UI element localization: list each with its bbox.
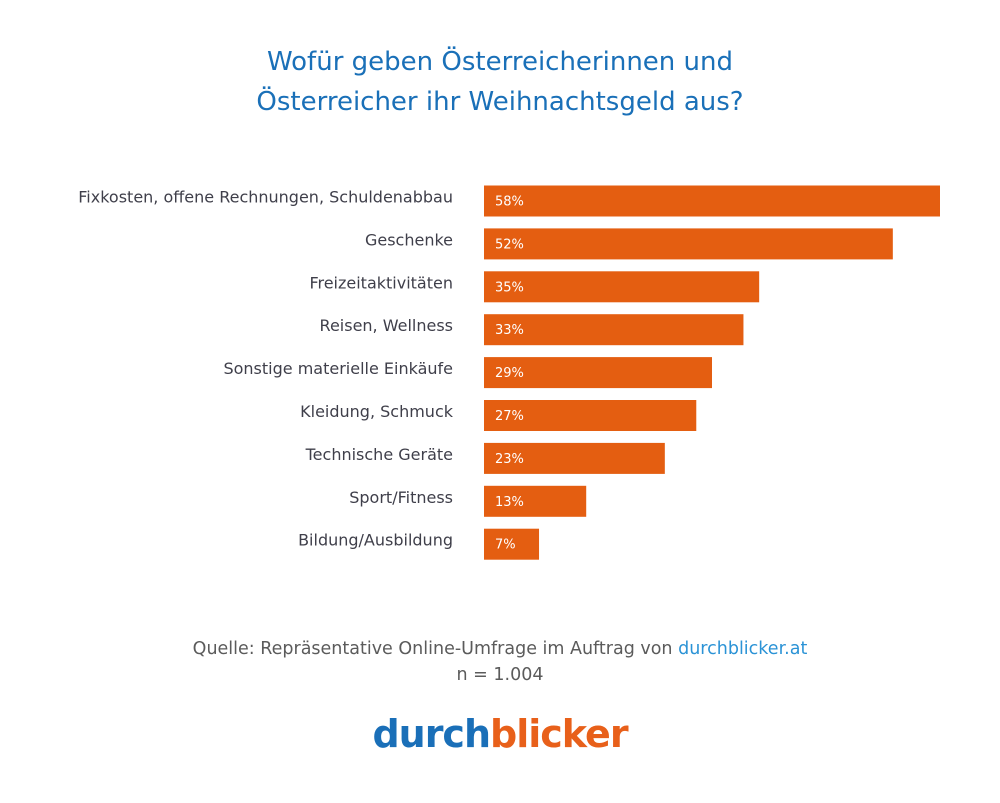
bar: [484, 314, 744, 346]
bar-value-label: 13%: [495, 495, 524, 510]
chart-title: Wofür geben Österreicherinnen und Österr…: [0, 42, 1000, 122]
category-label: Fixkosten, offene Rechnungen, Schuldenab…: [78, 188, 453, 207]
category-label: Geschenke: [365, 230, 453, 249]
bar-value-label: 23%: [495, 452, 524, 467]
category-label: Bildung/Ausbildung: [298, 531, 453, 550]
source-note: Quelle: Repräsentative Online-Umfrage im…: [0, 636, 1000, 688]
bar-value-label: 33%: [495, 323, 524, 338]
category-label: Sonstige materielle Einkäufe: [223, 359, 453, 378]
sample-size: n = 1.004: [456, 665, 544, 685]
bar-value-label: 29%: [495, 366, 524, 381]
logo-part-blicker: blicker: [490, 712, 629, 756]
source-link[interactable]: durchblicker.at: [678, 639, 808, 659]
chart-title-line-2: Österreicher ihr Weihnachtsgeld aus?: [256, 87, 744, 117]
logo-part-durch: durch: [372, 712, 491, 756]
bar: [484, 528, 540, 560]
bar-value-label: 27%: [495, 409, 524, 424]
bar-value-label: 7%: [495, 538, 516, 553]
category-label: Reisen, Wellness: [320, 316, 453, 335]
bar-chart: Fixkosten, offene Rechnungen, Schuldenab…: [78, 185, 940, 560]
source-prefix: Quelle: Repräsentative Online-Umfrage im…: [192, 639, 673, 659]
bar: [484, 185, 940, 217]
chart-title-line-1: Wofür geben Österreicherinnen und: [266, 47, 734, 77]
bar: [484, 271, 760, 303]
bar: [484, 228, 893, 260]
category-label: Technische Geräte: [305, 445, 453, 464]
category-label: Freizeitaktivitäten: [309, 273, 453, 292]
brand-logo: durchblicker: [0, 712, 1000, 756]
category-label: Kleidung, Schmuck: [300, 402, 454, 421]
bar-value-label: 35%: [495, 280, 524, 295]
bar: [484, 485, 587, 517]
bar: [484, 442, 665, 474]
bar: [484, 357, 712, 389]
bar: [484, 400, 697, 431]
category-label: Sport/Fitness: [349, 488, 453, 507]
bar-value-label: 52%: [495, 237, 524, 252]
bar-value-label: 58%: [495, 195, 524, 210]
